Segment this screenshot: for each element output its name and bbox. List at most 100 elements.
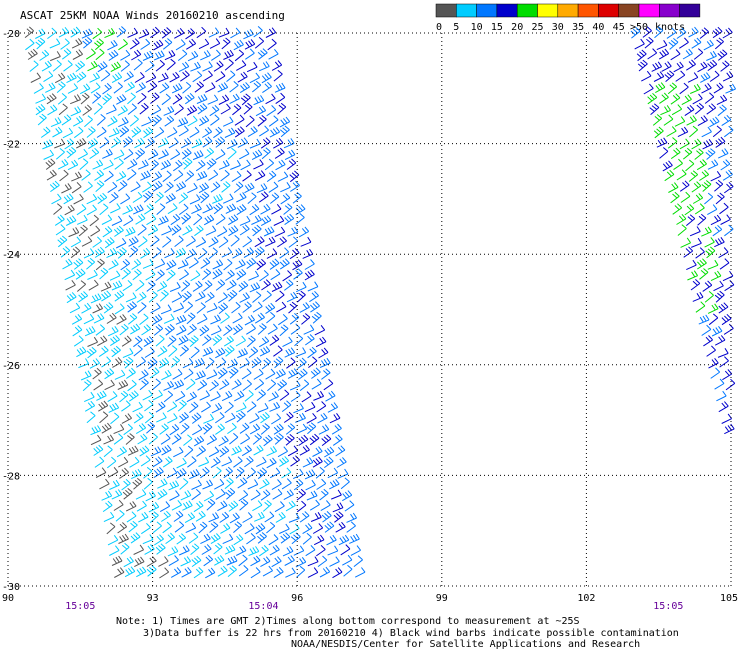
- wind-barb: [267, 323, 278, 335]
- wind-barb: [250, 489, 261, 501]
- wind-barb: [206, 158, 217, 170]
- wind-barb: [65, 215, 77, 226]
- wind-barb: [324, 521, 335, 533]
- wind-barb: [107, 535, 119, 546]
- wind-barb: [269, 192, 280, 204]
- wind-barb: [161, 93, 171, 106]
- wind-barb: [210, 314, 222, 325]
- wind-barb: [262, 434, 273, 447]
- wind-barb: [219, 511, 230, 523]
- wind-barb: [229, 432, 239, 445]
- wind-barb: [178, 334, 189, 346]
- wind-barb: [293, 268, 303, 280]
- wind-barb: [343, 564, 353, 577]
- wind-barb: [208, 446, 220, 458]
- wind-barb: [86, 48, 96, 60]
- wind-barb: [305, 545, 316, 557]
- legend-label: 20: [511, 22, 523, 33]
- wind-barb: [223, 335, 234, 347]
- wind-barb: [246, 61, 258, 73]
- wind-barb: [113, 149, 125, 160]
- wind-barb: [202, 479, 214, 490]
- wind-barb: [285, 423, 296, 435]
- wind-barb: [202, 203, 214, 214]
- wind-barb: [706, 345, 716, 357]
- wind-barb: [118, 180, 128, 192]
- wind-barb: [96, 114, 106, 126]
- wind-barb: [286, 291, 298, 303]
- wind-barb: [271, 60, 283, 71]
- wind-barb: [247, 479, 259, 490]
- wind-barb: [73, 335, 84, 347]
- wind-barb: [230, 234, 240, 247]
- wind-barb: [57, 93, 67, 105]
- wind-barb: [215, 213, 226, 226]
- wind-barb: [179, 269, 189, 281]
- wind-barb: [181, 280, 191, 292]
- wind-barb: [182, 357, 194, 369]
- wind-barb: [716, 94, 728, 106]
- wind-barb: [127, 103, 137, 115]
- wind-barb: [107, 326, 119, 337]
- wind-barb: [177, 117, 189, 128]
- wind-barb: [708, 313, 719, 326]
- wind-barb: [212, 259, 224, 270]
- wind-barb: [346, 512, 358, 523]
- wind-barb: [179, 344, 189, 357]
- wind-barb: [247, 126, 258, 138]
- wind-barb: [701, 226, 712, 237]
- wind-barb: [292, 468, 304, 480]
- wind-barb: [670, 191, 680, 204]
- wind-barb: [175, 390, 186, 402]
- wind-barb: [186, 105, 198, 116]
- wind-barb: [244, 314, 255, 326]
- wind-barb: [681, 94, 692, 106]
- wind-barb: [43, 149, 55, 160]
- wind-barb: [73, 193, 84, 205]
- wind-barb: [61, 114, 72, 126]
- wind-barb: [715, 136, 726, 148]
- legend-label: 0: [436, 22, 442, 33]
- wind-barb: [193, 435, 205, 447]
- wind-barb: [225, 269, 235, 281]
- wind-barb: [186, 312, 196, 325]
- legend-unit-label: knots: [655, 22, 685, 33]
- wind-barb: [273, 69, 283, 82]
- wind-barb: [76, 280, 87, 292]
- wind-barb: [307, 346, 317, 359]
- wind-barb: [99, 267, 109, 280]
- wind-barb: [312, 523, 324, 534]
- wind-barb: [238, 280, 249, 293]
- wind-barb: [121, 400, 131, 412]
- wind-barb: [717, 104, 727, 117]
- wind-barb: [281, 400, 292, 412]
- wind-barb: [221, 456, 233, 467]
- wind-barb: [185, 235, 196, 247]
- wind-barb: [687, 270, 699, 281]
- wind-barb: [271, 556, 282, 568]
- wind-barb: [99, 478, 110, 490]
- wind-barb: [106, 456, 117, 469]
- wind-barb: [254, 312, 265, 324]
- wind-barb: [317, 555, 328, 568]
- wind-barb: [248, 546, 260, 557]
- wind-barb: [248, 270, 260, 281]
- wind-barb: [253, 95, 265, 106]
- wind-barb: [205, 82, 216, 93]
- wind-barb: [171, 499, 182, 511]
- wind-barb: [189, 126, 200, 138]
- wind-barb: [123, 556, 134, 568]
- wind-barb: [188, 532, 199, 544]
- wind-barb: [709, 116, 720, 128]
- wind-barb: [634, 38, 645, 50]
- wind-barb: [144, 399, 154, 412]
- wind-barb: [102, 83, 112, 95]
- wind-barb: [325, 390, 336, 402]
- wind-barb: [235, 466, 245, 479]
- wind-barb: [103, 434, 115, 445]
- wind-barb: [279, 125, 290, 138]
- legend-label: 30: [552, 22, 564, 33]
- wind-barb: [191, 138, 203, 149]
- wind-barb: [132, 477, 143, 490]
- wind-barb: [261, 72, 272, 84]
